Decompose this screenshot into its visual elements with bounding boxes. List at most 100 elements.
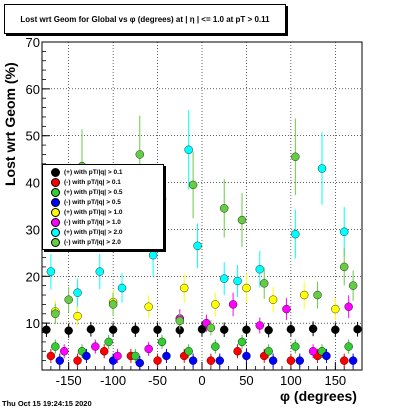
data-point (55, 356, 64, 365)
data-point (51, 342, 60, 351)
data-point (180, 283, 189, 293)
legend-label: (-) with pT/|q| > 2.0 (64, 238, 121, 246)
data-point (260, 279, 269, 288)
legend-marker (51, 207, 60, 217)
data-point (162, 351, 171, 361)
data-point (300, 290, 309, 300)
legend-marker (51, 197, 60, 207)
y-tick-label: 20 (26, 269, 40, 284)
data-point (113, 351, 122, 361)
y-tick-label: 40 (26, 176, 40, 191)
x-tick-label: 100 (280, 373, 302, 388)
data-point (291, 229, 300, 239)
data-point (175, 316, 184, 325)
legend-label: (-) with pT/|q| > 1.0 (64, 218, 121, 226)
legend-entry: (+) with pT/|q| > 2.0 (43, 227, 123, 237)
data-point (348, 281, 358, 290)
legend-marker (51, 217, 60, 227)
x-tick-label: 50 (239, 373, 253, 388)
x-tick-label: 150 (324, 373, 346, 388)
data-point (348, 356, 358, 365)
y-tick-label: 10 (26, 316, 40, 331)
legend-entry: (+) with pT/|q| > 0.1 (43, 167, 123, 177)
legend-marker (51, 187, 60, 197)
data-point (184, 145, 193, 154)
data-point (104, 337, 113, 347)
chart-title: Lost wrt Geom for Global vs φ (degrees) … (4, 4, 286, 34)
data-point (340, 227, 349, 236)
data-point (206, 356, 216, 365)
y-tick-label: 50 (26, 129, 40, 144)
legend-label: (+) with pT/|q| > 1.0 (64, 208, 123, 216)
data-point (108, 325, 118, 334)
data-point (108, 300, 118, 309)
legend-label: (+) with pT/|q| > 2.0 (64, 228, 123, 236)
data-point (100, 347, 109, 356)
x-tick-label: -150 (56, 373, 82, 388)
data-point (188, 356, 198, 365)
data-point (73, 288, 82, 297)
legend-entry: (-) with pT/|q| > 0.5 (43, 197, 121, 207)
data-point (242, 351, 251, 361)
data-point (220, 274, 229, 283)
data-point (64, 295, 73, 304)
data-point (353, 325, 362, 334)
y-axis-label: Lost wrt Geom (%) (2, 62, 18, 186)
timestamp: Thu Oct 15 19:24:15 2020 (2, 399, 92, 408)
data-point (135, 150, 144, 159)
legend-entry: (-) with pT/|q| > 1.0 (43, 217, 121, 227)
data-point (82, 351, 91, 361)
legend-label: (-) with pT/|q| > 0.5 (64, 198, 121, 206)
data-point (153, 325, 162, 334)
chart-title-text: Lost wrt Geom for Global vs φ (degrees) … (20, 14, 270, 24)
data-point (211, 342, 220, 351)
data-point (144, 344, 153, 354)
data-point (322, 351, 331, 361)
data-point (286, 356, 296, 365)
data-point (331, 304, 340, 314)
data-point (42, 325, 51, 334)
data-point (317, 164, 327, 173)
data-point (153, 356, 162, 365)
data-point (331, 325, 340, 334)
legend-entry: (+) with pT/|q| > 1.0 (43, 207, 123, 217)
data-point (242, 283, 251, 293)
data-point (211, 300, 220, 309)
data-point (233, 276, 242, 286)
legend-entry: (-) with pT/|q| > 2.0 (43, 237, 121, 247)
data-point (295, 356, 304, 365)
data-point (117, 283, 127, 293)
data-point (95, 267, 104, 276)
data-point (264, 347, 273, 356)
data-point (233, 347, 242, 356)
data-point (344, 342, 353, 351)
data-point (64, 326, 73, 335)
data-point (131, 325, 140, 334)
legend-marker (51, 237, 60, 247)
data-point (255, 265, 264, 274)
legend-label: (+) with pT/|q| > 0.1 (64, 168, 123, 176)
data-point (286, 325, 296, 334)
data-point (131, 351, 140, 361)
data-point (184, 347, 193, 356)
x-tick-label: 0 (198, 373, 205, 388)
data-point (268, 356, 278, 365)
legend-marker (51, 177, 60, 187)
y-tick-label: 30 (26, 222, 40, 237)
data-point (86, 325, 96, 334)
legend-marker (51, 227, 60, 237)
data-point (340, 356, 349, 365)
data-point (344, 302, 353, 311)
data-point (291, 152, 300, 162)
data-point (60, 347, 69, 356)
data-point (308, 347, 318, 356)
x-tick-label: -50 (148, 373, 167, 388)
data-point (215, 356, 224, 365)
y-tick-label: 60 (26, 82, 40, 97)
legend-label: (+) with pT/|q| > 0.5 (64, 188, 123, 196)
data-point (148, 250, 158, 260)
legend-marker (51, 167, 60, 177)
data-point (193, 241, 202, 251)
data-point (157, 337, 167, 347)
